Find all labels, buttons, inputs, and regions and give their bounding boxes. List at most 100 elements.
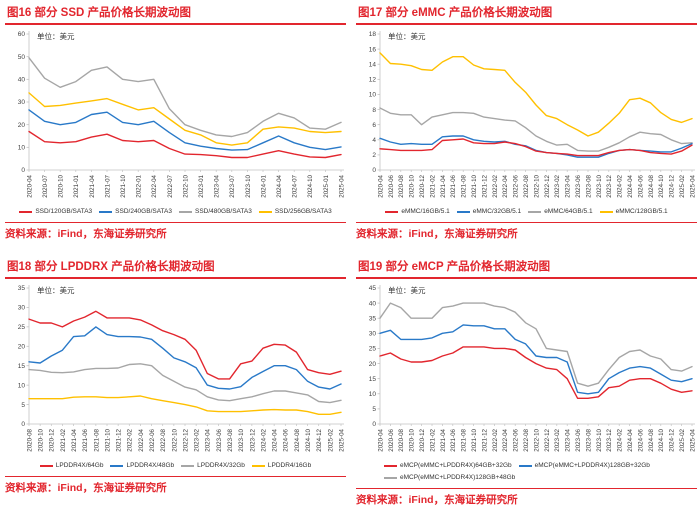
legend-item: eMCP(eMMC+LPDDR4X)128GB+48Gb — [384, 473, 515, 482]
y-axis-labels: 0 5 10 15 20 25 30 35 40 45 — [369, 285, 380, 428]
svg-text:40: 40 — [18, 77, 26, 84]
svg-text:25: 25 — [369, 346, 377, 353]
legend-swatch — [99, 210, 113, 213]
svg-text:2025-01: 2025-01 — [323, 174, 330, 197]
svg-text:0: 0 — [372, 167, 376, 174]
svg-text:2021-04: 2021-04 — [71, 428, 78, 451]
svg-text:2023-08: 2023-08 — [585, 174, 592, 197]
svg-text:2023-04: 2023-04 — [214, 174, 221, 197]
svg-text:2022-04: 2022-04 — [151, 174, 158, 197]
legend-item: SSD/120GB/SATA3 — [19, 207, 92, 216]
svg-text:2023-04: 2023-04 — [565, 174, 572, 197]
svg-text:20: 20 — [18, 343, 26, 350]
svg-text:10: 10 — [369, 92, 377, 99]
legend-label: LPDDR4X/64Gb — [55, 462, 104, 469]
legend-item: LPDDR4X/64Gb — [39, 461, 104, 470]
source-note-17: 资料来源：iFind，东海证券研究所 — [356, 222, 697, 241]
legend-swatch — [251, 464, 265, 467]
figure-title-16: 图16 部分 SSD 产品价格长期波动图 — [5, 4, 346, 25]
legend-item: eMMC/64GB/5.1 — [528, 207, 593, 216]
svg-text:5: 5 — [372, 406, 376, 413]
svg-text:2020-12: 2020-12 — [419, 428, 426, 451]
svg-text:2022-02: 2022-02 — [127, 428, 134, 451]
legend-label: LPDDR4/16Gb — [267, 462, 312, 469]
legend-item: eMMC/16GB/5.1 — [385, 207, 450, 216]
svg-text:2022-04: 2022-04 — [502, 428, 509, 451]
legend-item: eMMC/32GB/5.1 — [456, 207, 522, 216]
legend-swatch — [384, 476, 397, 479]
legend-label: SSD/120GB/SATA3 — [35, 208, 93, 215]
svg-text:2022-08: 2022-08 — [523, 428, 530, 451]
svg-text:2020-12: 2020-12 — [49, 428, 56, 451]
svg-text:2020-08: 2020-08 — [398, 428, 405, 451]
svg-text:60: 60 — [18, 31, 26, 38]
svg-text:2020-06: 2020-06 — [388, 174, 395, 197]
svg-text:2021-04: 2021-04 — [440, 428, 447, 451]
svg-text:2024-12: 2024-12 — [669, 428, 676, 451]
chart-fig17: 0 2 4 6 8 10 12 14 16 18 2020-04 2020-06 2020-08 2020… — [356, 26, 697, 210]
chart-fig18: 0 5 10 15 20 25 30 35 2020-08 2020-10 2020-12 2021-… — [5, 280, 346, 464]
svg-text:15: 15 — [369, 376, 377, 383]
legend-swatch — [528, 210, 542, 213]
unit-label: 单位：美元 — [388, 31, 426, 41]
legend-swatch — [19, 210, 33, 213]
legend-item: eMMC/128GB/5.1 — [599, 207, 668, 216]
legend-label: SSD/256GB/SATA3 — [274, 208, 332, 215]
svg-text:2025-04: 2025-04 — [338, 174, 345, 197]
legend-swatch — [39, 464, 53, 467]
y-axis-labels: 0 5 10 15 20 25 30 35 — [18, 285, 29, 428]
legend-label: eMMC/32GB/5.1 — [472, 208, 522, 215]
svg-text:2024-04: 2024-04 — [276, 174, 283, 197]
source-note-19: 资料来源：iFind，东海证券研究所 — [356, 488, 697, 507]
legend-label: eMMC/16GB/5.1 — [401, 208, 450, 215]
svg-text:2021-10: 2021-10 — [120, 174, 127, 197]
legend-label: eMCP(eMMC+LPDDR4X)128GB+32Gb — [534, 462, 650, 469]
svg-text:0: 0 — [21, 167, 25, 174]
svg-text:2020-10: 2020-10 — [409, 428, 416, 451]
svg-text:2021-02: 2021-02 — [60, 428, 67, 451]
unit-label: 单位：美元 — [388, 285, 426, 295]
svg-text:2021-12: 2021-12 — [481, 428, 488, 451]
svg-text:8: 8 — [372, 107, 376, 114]
svg-text:2023-10: 2023-10 — [245, 174, 252, 197]
svg-text:40: 40 — [369, 300, 377, 307]
svg-text:2024-12: 2024-12 — [669, 174, 676, 197]
svg-text:2020-07: 2020-07 — [42, 174, 49, 197]
legend-label: eMMC/64GB/5.1 — [544, 208, 593, 215]
svg-text:2022-06: 2022-06 — [513, 428, 520, 451]
source-note-18: 资料来源：iFind，东海证券研究所 — [5, 476, 346, 495]
svg-text:2021-04: 2021-04 — [440, 174, 447, 197]
svg-text:2024-06: 2024-06 — [283, 428, 290, 451]
svg-text:2020-06: 2020-06 — [388, 428, 395, 451]
svg-text:2024-06: 2024-06 — [637, 428, 644, 451]
svg-text:2: 2 — [372, 152, 376, 159]
svg-text:6: 6 — [372, 122, 376, 129]
svg-text:2024-07: 2024-07 — [292, 174, 299, 197]
svg-text:2021-06: 2021-06 — [82, 428, 89, 451]
svg-text:2024-08: 2024-08 — [648, 428, 655, 451]
legend-label: eMCP(eMMC+LPDDR4X)64GB+32Gb — [400, 462, 512, 469]
panel-fig18: 图18 部分 LPDDRX 产品价格长期波动图 0 5 10 15 20 25 30 35 20… — [5, 258, 346, 508]
svg-text:16: 16 — [369, 46, 377, 53]
svg-text:2023-06: 2023-06 — [575, 428, 582, 451]
svg-text:10: 10 — [18, 382, 26, 389]
svg-text:2022-07: 2022-07 — [167, 174, 174, 197]
svg-text:0: 0 — [21, 421, 25, 428]
svg-text:2025-04: 2025-04 — [689, 174, 696, 197]
svg-text:2025-04: 2025-04 — [689, 428, 696, 451]
fig17-plot: 0 2 4 6 8 10 12 14 16 18 2020-04 2020-06 2020-08 2020… — [369, 31, 696, 198]
legend-label: eMMC/128GB/5.1 — [615, 208, 668, 215]
svg-text:2022-08: 2022-08 — [523, 174, 530, 197]
svg-text:2023-08: 2023-08 — [585, 428, 592, 451]
svg-text:2020-08: 2020-08 — [398, 174, 405, 197]
svg-text:2022-10: 2022-10 — [171, 428, 178, 451]
svg-text:30: 30 — [369, 331, 377, 338]
x-axis-labels: 2020-08 2020-10 2020-12 2021-02 2021-04 2021-… — [26, 424, 345, 452]
chart-fig16: 0 10 20 30 40 50 60 2020-04 2020-07 2020-10 2021-0… — [5, 26, 346, 210]
svg-text:2022-02: 2022-02 — [492, 428, 499, 451]
svg-text:2023-07: 2023-07 — [229, 174, 236, 197]
svg-text:2021-10: 2021-10 — [104, 428, 111, 451]
legend-item: LPDDR4X/48Gb — [110, 461, 174, 470]
legend-item: SSD/240GB/SATA3 — [99, 207, 172, 216]
